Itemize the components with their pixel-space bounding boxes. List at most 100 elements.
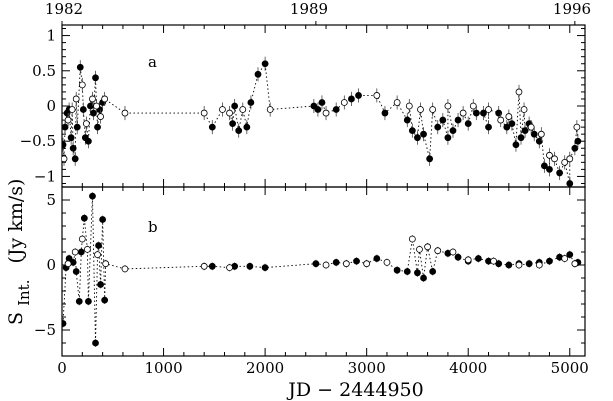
open-point — [83, 245, 91, 253]
panel-label: a — [148, 53, 157, 71]
filled-point — [474, 255, 482, 262]
filled-point — [318, 99, 326, 106]
filled-point — [556, 169, 564, 177]
open-point — [383, 258, 391, 266]
y-tick-label: −1 — [34, 167, 56, 185]
panel-label: b — [148, 218, 158, 236]
open-point — [363, 260, 371, 268]
filled-point — [472, 109, 480, 117]
x-tick-label: 4000 — [449, 359, 487, 377]
plot-frame — [61, 186, 586, 357]
y-axis-label-unit: (Jy km/s) — [5, 179, 27, 264]
filled-point — [101, 296, 109, 304]
filled-point — [254, 70, 262, 78]
open-point — [71, 248, 79, 256]
filled-point — [243, 123, 251, 131]
open-point — [505, 113, 513, 120]
open-point — [537, 130, 545, 138]
filled-point — [414, 134, 421, 142]
open-point — [322, 261, 330, 269]
connecting-line — [62, 196, 579, 344]
y-tick-label: 0 — [46, 97, 56, 115]
filled-point — [355, 92, 362, 99]
open-point — [93, 102, 100, 110]
open-point — [373, 92, 381, 99]
filled-point — [89, 192, 96, 200]
filled-point — [426, 155, 434, 163]
filled-point — [503, 123, 511, 131]
open-point — [490, 257, 498, 265]
x-tick-label: 5000 — [551, 359, 589, 377]
filled-point — [231, 102, 239, 110]
y-axis-label-symbol: S — [5, 312, 27, 325]
filled-point — [454, 253, 462, 261]
filled-point — [62, 123, 69, 131]
open-point — [546, 151, 553, 159]
open-point — [322, 109, 330, 117]
open-point — [72, 95, 80, 103]
filled-point — [92, 74, 99, 82]
filled-point — [332, 106, 340, 113]
filled-point — [62, 141, 67, 149]
filled-point — [373, 255, 381, 262]
open-point — [340, 99, 348, 106]
open-point — [527, 123, 535, 131]
filled-point — [508, 120, 516, 128]
open-point — [429, 106, 437, 113]
open-point — [405, 102, 413, 110]
open-point — [469, 102, 477, 110]
filled-point — [566, 251, 574, 259]
open-point — [200, 262, 208, 270]
open-point — [417, 106, 424, 113]
open-point — [226, 264, 233, 272]
filled-point — [393, 266, 401, 274]
panel-a: −1 −0.5 0 0.5 1 a — [20, 21, 586, 188]
filled-point — [574, 137, 582, 145]
top-years: 1982 1989 1996 — [45, 0, 591, 18]
open-point — [64, 116, 72, 124]
filled-point — [246, 262, 254, 270]
filled-point — [77, 248, 85, 256]
y-axis-label: S Int. (Jy km/s) — [5, 179, 34, 325]
filled-point — [403, 116, 411, 124]
open-point — [393, 99, 401, 106]
filled-point — [480, 109, 487, 117]
filled-point — [85, 137, 92, 145]
filled-point — [521, 127, 529, 135]
open-point — [573, 123, 581, 131]
filled-point — [73, 123, 81, 131]
filled-point — [62, 320, 67, 327]
y-tick-label: 0.5 — [32, 62, 56, 80]
connecting-line — [62, 62, 579, 184]
open-point — [94, 251, 101, 259]
open-point — [515, 261, 523, 269]
filled-point — [571, 144, 579, 152]
filled-point — [229, 120, 237, 128]
open-point — [535, 261, 543, 269]
filled-point — [454, 116, 462, 124]
open-point — [561, 158, 569, 166]
open-point — [566, 155, 574, 163]
x-tick-label: 3000 — [348, 359, 386, 377]
year-label-left: 1982 — [45, 0, 83, 18]
open-point — [121, 109, 129, 117]
y-tick-label: −5 — [34, 321, 56, 339]
open-point — [78, 235, 86, 243]
filled-point — [348, 95, 355, 103]
filled-point — [530, 130, 538, 138]
open-point — [97, 113, 104, 120]
open-point — [561, 255, 569, 262]
open-point — [408, 235, 416, 243]
filled-point — [208, 262, 216, 270]
open-point — [82, 120, 90, 128]
plot-area — [62, 192, 582, 347]
filled-point — [434, 123, 442, 131]
open-point — [464, 256, 472, 264]
filled-point — [99, 216, 107, 223]
filled-point — [566, 180, 574, 187]
filled-point — [314, 106, 322, 113]
filled-point — [535, 137, 543, 145]
open-point — [239, 106, 247, 113]
filled-point — [72, 268, 80, 275]
plot-area — [62, 56, 582, 187]
